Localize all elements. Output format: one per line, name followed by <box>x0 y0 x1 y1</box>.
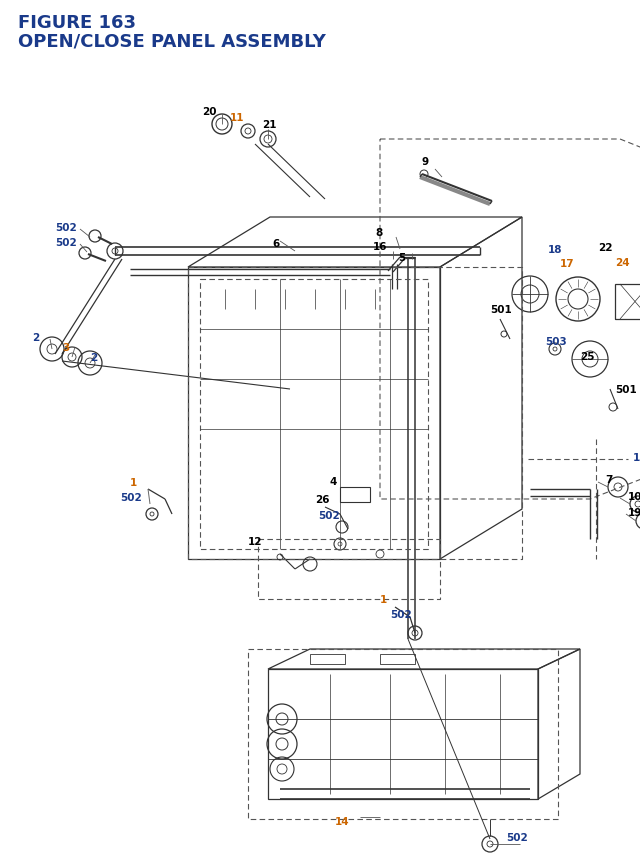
Bar <box>615 285 640 319</box>
Text: 13: 13 <box>633 453 640 462</box>
Text: 1: 1 <box>130 478 137 487</box>
Text: 502: 502 <box>55 238 77 248</box>
Text: 20: 20 <box>202 107 216 117</box>
Text: 19: 19 <box>628 507 640 517</box>
Text: 26: 26 <box>315 494 330 505</box>
Text: 5: 5 <box>398 253 405 263</box>
Text: 4: 4 <box>330 476 337 486</box>
Text: 12: 12 <box>248 536 262 547</box>
Text: 3: 3 <box>62 343 69 353</box>
Text: 501: 501 <box>490 305 512 314</box>
Text: 8: 8 <box>375 228 382 238</box>
Text: 17: 17 <box>560 258 575 269</box>
Text: 501: 501 <box>615 385 637 394</box>
Text: 24: 24 <box>615 257 630 268</box>
Text: 502: 502 <box>318 511 340 520</box>
Text: 7: 7 <box>605 474 612 485</box>
Text: 16: 16 <box>373 242 387 251</box>
Text: FIGURE 163: FIGURE 163 <box>18 14 136 32</box>
Text: 25: 25 <box>580 351 595 362</box>
Text: 2: 2 <box>90 353 97 362</box>
Text: 2: 2 <box>32 332 39 343</box>
Text: 14: 14 <box>335 816 349 826</box>
Text: 21: 21 <box>262 120 276 130</box>
Text: 502: 502 <box>390 610 412 619</box>
Text: 502: 502 <box>506 832 528 842</box>
Text: OPEN/CLOSE PANEL ASSEMBLY: OPEN/CLOSE PANEL ASSEMBLY <box>18 32 326 50</box>
Text: 1: 1 <box>380 594 387 604</box>
Text: 22: 22 <box>598 243 612 253</box>
Text: 10: 10 <box>628 492 640 501</box>
Bar <box>310 654 345 664</box>
Text: 6: 6 <box>272 238 279 249</box>
Text: 9: 9 <box>422 157 429 167</box>
Bar <box>340 487 370 503</box>
Text: 503: 503 <box>545 337 567 347</box>
Text: 502: 502 <box>55 223 77 232</box>
Bar <box>380 654 415 664</box>
Text: 502: 502 <box>120 492 141 503</box>
Text: 11: 11 <box>230 113 244 123</box>
Text: 18: 18 <box>548 245 563 255</box>
